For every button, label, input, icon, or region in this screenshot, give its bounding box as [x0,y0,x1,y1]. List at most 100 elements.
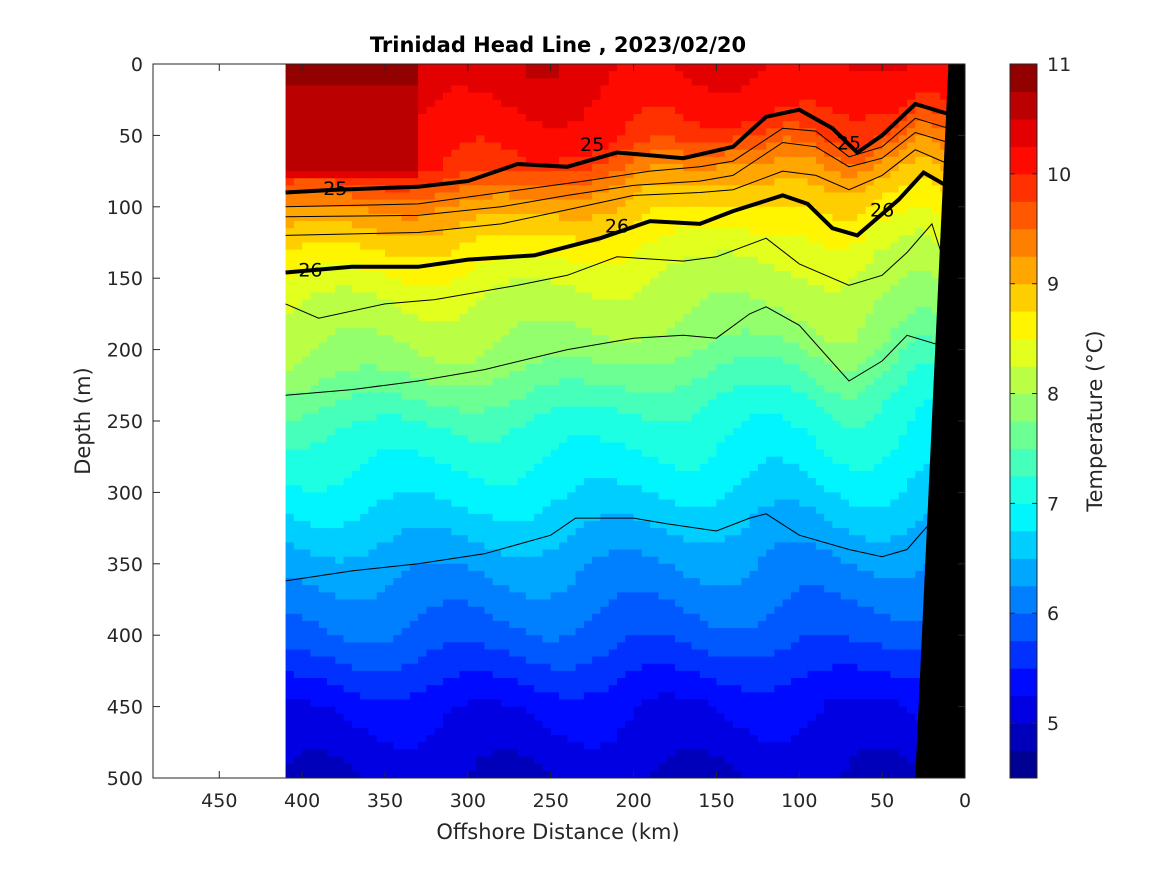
heat-cell [583,228,593,236]
heat-cell [459,549,469,558]
heat-cell [575,528,585,536]
heat-cell [550,442,560,451]
heat-cell [658,99,668,108]
heat-cell [691,485,701,493]
heat-cell [318,699,328,708]
heat-cell [285,113,295,122]
heat-cell [343,378,353,386]
heat-cell [641,628,651,636]
heat-cell [401,156,411,165]
heat-cell [327,606,336,615]
heat-cell [608,356,618,365]
heat-cell [658,578,668,586]
heat-cell [426,171,436,179]
heat-cell [509,142,519,151]
heat-cell [360,706,370,715]
heat-cell [608,449,618,458]
heat-cell [418,549,428,558]
heat-cell [302,442,312,451]
heat-cell [542,749,552,758]
heat-cell [484,506,494,515]
heat-cell [443,749,452,758]
heat-cell [335,528,345,536]
heat-cell [302,292,312,301]
heat-cell [675,71,684,79]
heat-cell [501,385,510,394]
heat-cell [583,742,593,751]
heat-cell [293,92,303,101]
heat-cell [550,278,560,286]
heat-cell [625,206,635,215]
heat-cell [351,242,361,251]
heat-cell [567,356,577,365]
heat-cell [492,328,502,336]
heat-cell [658,363,668,372]
heat-cell [525,306,535,315]
heat-cell [608,570,618,579]
heat-cell [302,171,312,179]
heat-cell [443,435,452,444]
heat-cell [542,485,552,493]
heat-cell [658,342,668,351]
heat-cell [293,520,303,529]
heat-cell [376,442,386,451]
heat-cell [443,413,452,422]
heat-cell [691,463,701,472]
heat-cell [451,563,461,572]
heat-cell [509,642,519,651]
heat-cell [293,485,303,493]
heat-cell [476,470,486,479]
heat-cell [525,499,535,508]
heat-cell [368,163,378,172]
heat-cell [625,113,635,122]
heat-cell [666,313,676,322]
heat-cell [426,656,436,665]
heat-cell [525,699,535,708]
heat-cell [583,470,593,479]
heat-cell [393,692,403,701]
heat-cell [550,663,560,672]
heat-cell [666,99,676,108]
heat-cell [451,156,461,165]
heat-cell [418,292,428,301]
heat-cell [666,599,676,608]
heat-cell [542,720,552,729]
heat-cell [617,706,626,715]
heat-cell [351,249,361,258]
heat-cell [293,699,303,708]
heat-cell [525,456,535,465]
heat-cell [608,613,618,622]
heat-cell [467,378,477,386]
heat-cell [492,121,502,129]
heat-cell [318,678,328,686]
heat-cell [509,313,519,322]
heat-cell [542,542,552,551]
heat-cell [318,121,328,129]
heat-cell [376,213,386,222]
heat-cell [285,478,295,486]
heat-cell [351,92,361,101]
heat-cell [691,413,701,422]
heat-cell [409,742,419,751]
heat-cell [592,706,602,715]
heat-cell [509,578,519,586]
heat-cell [567,578,577,586]
heat-cell [501,399,510,408]
heat-cell [434,670,444,679]
heat-cell [376,578,386,586]
heat-cell [583,663,593,672]
heat-cell [385,549,394,558]
heat-cell [318,770,328,778]
heat-cell [534,149,544,158]
heat-cell [542,599,552,608]
heat-cell [625,213,635,222]
heat-cell [318,578,328,586]
heat-cell [542,728,552,736]
heat-cell [683,563,693,572]
heat-cell [293,313,303,322]
heat-cell [625,628,635,636]
heat-cell [625,499,635,508]
heat-cell [459,99,469,108]
heat-cell [559,221,568,229]
heat-cell [393,470,403,479]
